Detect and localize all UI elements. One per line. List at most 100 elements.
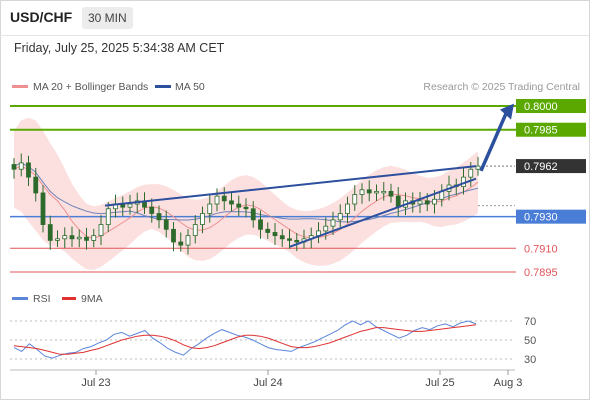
ma20-legend-swatch bbox=[12, 85, 28, 88]
level-label-0.7895: 0.7895 bbox=[524, 267, 558, 279]
level-label-0.8000: 0.8000 bbox=[524, 101, 558, 113]
candle-body bbox=[47, 224, 53, 241]
candle-body bbox=[345, 203, 350, 214]
rsi-ma-legend-swatch bbox=[62, 297, 76, 300]
candle-body bbox=[417, 200, 423, 205]
candle-body bbox=[207, 203, 213, 214]
candle-body bbox=[294, 239, 300, 243]
candle-body bbox=[98, 224, 104, 237]
candle-body bbox=[105, 208, 111, 225]
rsi-tick-70: 70 bbox=[524, 316, 536, 328]
candle-body bbox=[279, 235, 285, 240]
candle-body bbox=[192, 224, 198, 237]
candle-body bbox=[243, 206, 249, 210]
rsi-legend: RSI 9MA bbox=[12, 293, 103, 305]
candle-body bbox=[236, 203, 242, 208]
chart-datetime: Friday, July 25, 2025 5:34:38 AM CET bbox=[14, 41, 225, 55]
candle-body bbox=[62, 235, 68, 240]
level-label-0.7930: 0.7930 bbox=[524, 212, 558, 224]
candle-body bbox=[127, 203, 133, 208]
rsi-line bbox=[13, 320, 477, 359]
credit-text: Research © 2025 Trading Central bbox=[423, 81, 580, 93]
candle-body bbox=[265, 228, 271, 233]
candle-body bbox=[76, 236, 82, 240]
candle-body bbox=[185, 235, 191, 246]
bollinger-bands bbox=[14, 117, 478, 270]
ma50-legend-swatch bbox=[155, 85, 171, 88]
current-price-box bbox=[516, 159, 586, 174]
candle-body bbox=[149, 206, 155, 214]
current-price-label: 0.7962 bbox=[524, 161, 558, 173]
candle-body bbox=[395, 195, 401, 208]
candle-body bbox=[388, 190, 394, 197]
candle-body bbox=[163, 219, 169, 230]
candle-body bbox=[272, 232, 278, 237]
price-levels bbox=[10, 105, 516, 273]
candle-body bbox=[200, 213, 205, 225]
candle-body bbox=[91, 235, 97, 241]
candle-body bbox=[229, 200, 234, 205]
candle-body bbox=[352, 194, 358, 205]
x-tick-label: Jul 24 bbox=[253, 377, 282, 389]
candle-body bbox=[156, 213, 162, 221]
header-divider bbox=[0, 35, 590, 36]
candle-body bbox=[366, 189, 372, 194]
lower-trendline bbox=[289, 177, 477, 248]
level-label-0.7910: 0.7910 bbox=[524, 243, 558, 255]
x-axis: Jul 23 Jul 24 Jul 25 Aug 3 bbox=[10, 369, 523, 389]
rsi-legend-label: RSI bbox=[33, 293, 51, 305]
candle-body bbox=[359, 189, 365, 195]
symbol-title: USD/CHF bbox=[10, 9, 73, 25]
candle-body bbox=[475, 165, 481, 170]
candle-body bbox=[323, 225, 329, 232]
candle-body bbox=[40, 192, 46, 225]
legend: MA 20 + Bollinger Bands MA 50 Research ©… bbox=[12, 81, 580, 93]
candles bbox=[11, 153, 481, 255]
rsi-ma-line bbox=[13, 324, 477, 355]
rsi-legend-swatch bbox=[12, 297, 28, 300]
candle-body bbox=[424, 200, 430, 205]
level-box-0.8000 bbox=[516, 99, 586, 113]
rsi-tick-30: 30 bbox=[524, 354, 536, 366]
ma50-legend-label: MA 50 bbox=[175, 81, 205, 93]
projection-arrow-head bbox=[500, 103, 514, 120]
candle-body bbox=[26, 162, 31, 178]
candle-body bbox=[178, 241, 184, 246]
candle-body bbox=[381, 190, 387, 194]
candle-body bbox=[33, 176, 39, 194]
timeframe-badge[interactable]: 30 MIN bbox=[82, 7, 133, 29]
chart-header: USD/CHF 30 MIN bbox=[0, 0, 590, 36]
rsi-tick-50: 50 bbox=[524, 335, 536, 347]
candle-body bbox=[374, 190, 379, 194]
rsi-panel: 70 50 30 bbox=[10, 316, 536, 366]
x-tick-label: Jul 25 bbox=[425, 377, 454, 389]
candle-body bbox=[11, 164, 17, 170]
x-tick-label: Jul 23 bbox=[81, 377, 110, 389]
candle-body bbox=[287, 238, 292, 241]
candle-body bbox=[250, 208, 256, 221]
rsi-ma-legend-label: 9MA bbox=[81, 293, 103, 305]
upper-trendline bbox=[104, 165, 477, 207]
candle-body bbox=[330, 219, 336, 227]
candle-body bbox=[214, 195, 220, 205]
candle-body bbox=[55, 238, 60, 241]
trendlines bbox=[104, 103, 514, 248]
candle-body bbox=[171, 228, 176, 243]
candle-body bbox=[221, 195, 227, 202]
candle-body bbox=[84, 236, 89, 241]
x-tick-label: Aug 3 bbox=[494, 377, 523, 389]
candle-body bbox=[432, 198, 437, 205]
candle-body bbox=[18, 162, 24, 170]
level-label-0.7985: 0.7985 bbox=[524, 125, 558, 137]
level-labels: 0.8000 0.7985 0.7962 0.7930 0.7910 0.7895 bbox=[516, 99, 586, 279]
candle-body bbox=[468, 168, 474, 178]
level-box-0.7985 bbox=[516, 122, 586, 137]
candle-body bbox=[337, 213, 343, 221]
candle-body bbox=[258, 219, 263, 230]
projection-arrow-shaft bbox=[479, 112, 508, 172]
bollinger-band-fill bbox=[14, 117, 478, 270]
candle-body bbox=[69, 235, 75, 240]
level-box-0.7930 bbox=[516, 209, 586, 224]
